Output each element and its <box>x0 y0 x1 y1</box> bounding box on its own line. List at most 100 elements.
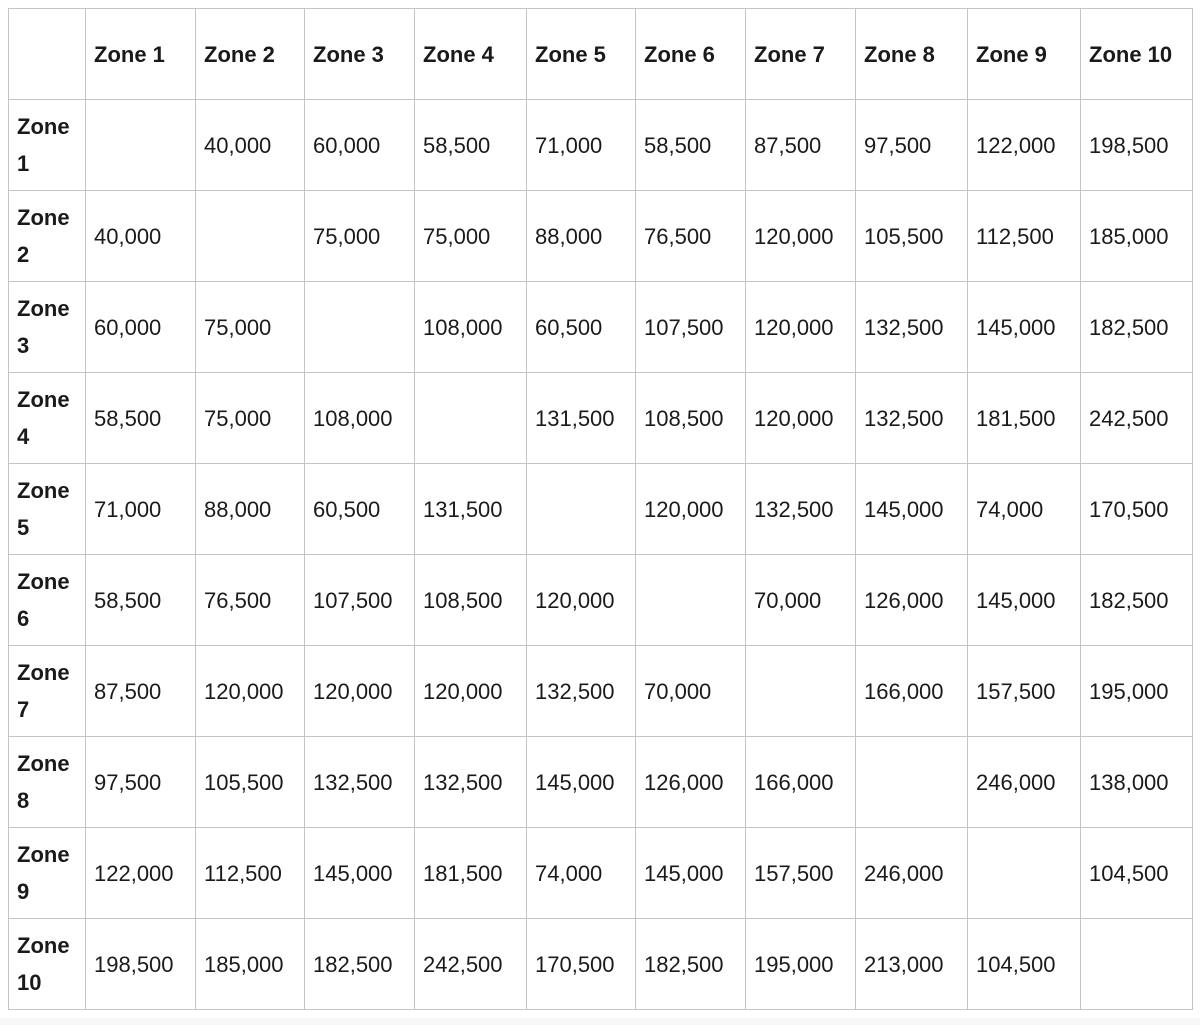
value-cell: 185,000 <box>1080 190 1193 282</box>
value-cell: 75,000 <box>414 190 527 282</box>
row-header: Zone 1 <box>8 99 86 191</box>
table-row: Zone 2 40,000 75,000 75,000 88,000 76,500 120,… <box>8 190 1193 282</box>
row-header: Zone 4 <box>8 372 86 464</box>
table-row: Zone 8 97,500 105,500 132,500 132,500 145,000… <box>8 736 1193 828</box>
row-header: Zone 6 <box>8 554 86 646</box>
value-cell: 76,500 <box>635 190 746 282</box>
value-cell: 120,000 <box>635 463 746 555</box>
column-header: Zone 7 <box>745 8 856 100</box>
value-cell: 87,500 <box>745 99 856 191</box>
empty-cell <box>855 736 968 828</box>
value-cell: 112,500 <box>967 190 1081 282</box>
value-cell: 242,500 <box>414 918 527 1010</box>
value-cell: 76,500 <box>195 554 305 646</box>
column-header: Zone 9 <box>967 8 1081 100</box>
value-cell: 198,500 <box>85 918 196 1010</box>
value-cell: 182,500 <box>635 918 746 1010</box>
value-cell: 108,000 <box>414 281 527 373</box>
value-cell: 145,000 <box>304 827 415 919</box>
empty-cell <box>195 190 305 282</box>
value-cell: 120,000 <box>304 645 415 737</box>
row-header: Zone 7 <box>8 645 86 737</box>
value-cell: 242,500 <box>1080 372 1193 464</box>
column-header: Zone 6 <box>635 8 746 100</box>
value-cell: 60,000 <box>85 281 196 373</box>
value-cell: 132,500 <box>855 372 968 464</box>
value-cell: 58,500 <box>635 99 746 191</box>
row-header: Zone 9 <box>8 827 86 919</box>
table-body: Zone 1 40,000 60,000 58,500 71,000 58,500 87,5… <box>8 99 1193 1010</box>
value-cell: 195,000 <box>745 918 856 1010</box>
value-cell: 75,000 <box>304 190 415 282</box>
value-cell: 138,000 <box>1080 736 1193 828</box>
row-header: Zone 8 <box>8 736 86 828</box>
empty-cell <box>745 645 856 737</box>
value-cell: 71,000 <box>526 99 636 191</box>
value-cell: 166,000 <box>745 736 856 828</box>
value-cell: 145,000 <box>526 736 636 828</box>
value-cell: 122,000 <box>967 99 1081 191</box>
empty-cell <box>304 281 415 373</box>
value-cell: 40,000 <box>85 190 196 282</box>
value-cell: 145,000 <box>967 281 1081 373</box>
value-cell: 126,000 <box>635 736 746 828</box>
value-cell: 104,500 <box>967 918 1081 1010</box>
value-cell: 120,000 <box>745 372 856 464</box>
header-row: Zone 1 Zone 2 Zone 3 Zone 4 Zone 5 Zone 6 Zone… <box>8 8 1193 100</box>
value-cell: 170,500 <box>1080 463 1193 555</box>
value-cell: 131,500 <box>526 372 636 464</box>
value-cell: 132,500 <box>414 736 527 828</box>
value-cell: 120,000 <box>195 645 305 737</box>
value-cell: 185,000 <box>195 918 305 1010</box>
value-cell: 105,500 <box>855 190 968 282</box>
value-cell: 87,500 <box>85 645 196 737</box>
value-cell: 58,500 <box>85 554 196 646</box>
value-cell: 40,000 <box>195 99 305 191</box>
empty-cell <box>635 554 746 646</box>
value-cell: 195,000 <box>1080 645 1193 737</box>
row-header: Zone 2 <box>8 190 86 282</box>
value-cell: 166,000 <box>855 645 968 737</box>
value-cell: 112,500 <box>195 827 305 919</box>
value-cell: 132,500 <box>745 463 856 555</box>
value-cell: 70,000 <box>635 645 746 737</box>
value-cell: 170,500 <box>526 918 636 1010</box>
value-cell: 246,000 <box>967 736 1081 828</box>
row-header: Zone 3 <box>8 281 86 373</box>
value-cell: 157,500 <box>967 645 1081 737</box>
value-cell: 88,000 <box>526 190 636 282</box>
value-cell: 60,000 <box>304 99 415 191</box>
table-row: Zone 10 198,500 185,000 182,500 242,500 170,5… <box>8 918 1193 1010</box>
value-cell: 75,000 <box>195 281 305 373</box>
distance-table: Zone 1 Zone 2 Zone 3 Zone 4 Zone 5 Zone 6 Zone… <box>8 8 1193 1010</box>
table-row: Zone 7 87,500 120,000 120,000 120,000 132,500… <box>8 645 1193 737</box>
corner-cell <box>8 8 86 100</box>
value-cell: 108,500 <box>635 372 746 464</box>
value-cell: 97,500 <box>855 99 968 191</box>
empty-cell <box>85 99 196 191</box>
value-cell: 108,500 <box>414 554 527 646</box>
column-header: Zone 5 <box>526 8 636 100</box>
value-cell: 107,500 <box>635 281 746 373</box>
value-cell: 97,500 <box>85 736 196 828</box>
table-row: Zone 5 71,000 88,000 60,500 131,500 120,000 13… <box>8 463 1193 555</box>
value-cell: 157,500 <box>745 827 856 919</box>
value-cell: 74,000 <box>526 827 636 919</box>
value-cell: 120,000 <box>526 554 636 646</box>
table-row: Zone 9 122,000 112,500 145,000 181,500 74,000… <box>8 827 1193 919</box>
row-header: Zone 5 <box>8 463 86 555</box>
value-cell: 182,500 <box>1080 554 1193 646</box>
empty-cell <box>414 372 527 464</box>
value-cell: 120,000 <box>414 645 527 737</box>
column-header: Zone 3 <box>304 8 415 100</box>
value-cell: 213,000 <box>855 918 968 1010</box>
value-cell: 70,000 <box>745 554 856 646</box>
value-cell: 132,500 <box>526 645 636 737</box>
column-header: Zone 4 <box>414 8 527 100</box>
empty-cell <box>526 463 636 555</box>
value-cell: 181,500 <box>967 372 1081 464</box>
value-cell: 108,000 <box>304 372 415 464</box>
value-cell: 105,500 <box>195 736 305 828</box>
value-cell: 132,500 <box>304 736 415 828</box>
